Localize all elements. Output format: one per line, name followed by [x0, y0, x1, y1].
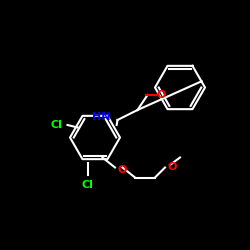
Text: Cl: Cl — [82, 180, 94, 190]
Text: O: O — [156, 90, 166, 100]
Text: O: O — [168, 162, 177, 172]
Text: Cl: Cl — [50, 120, 62, 130]
Text: O: O — [118, 165, 127, 175]
Text: HN: HN — [92, 112, 110, 122]
